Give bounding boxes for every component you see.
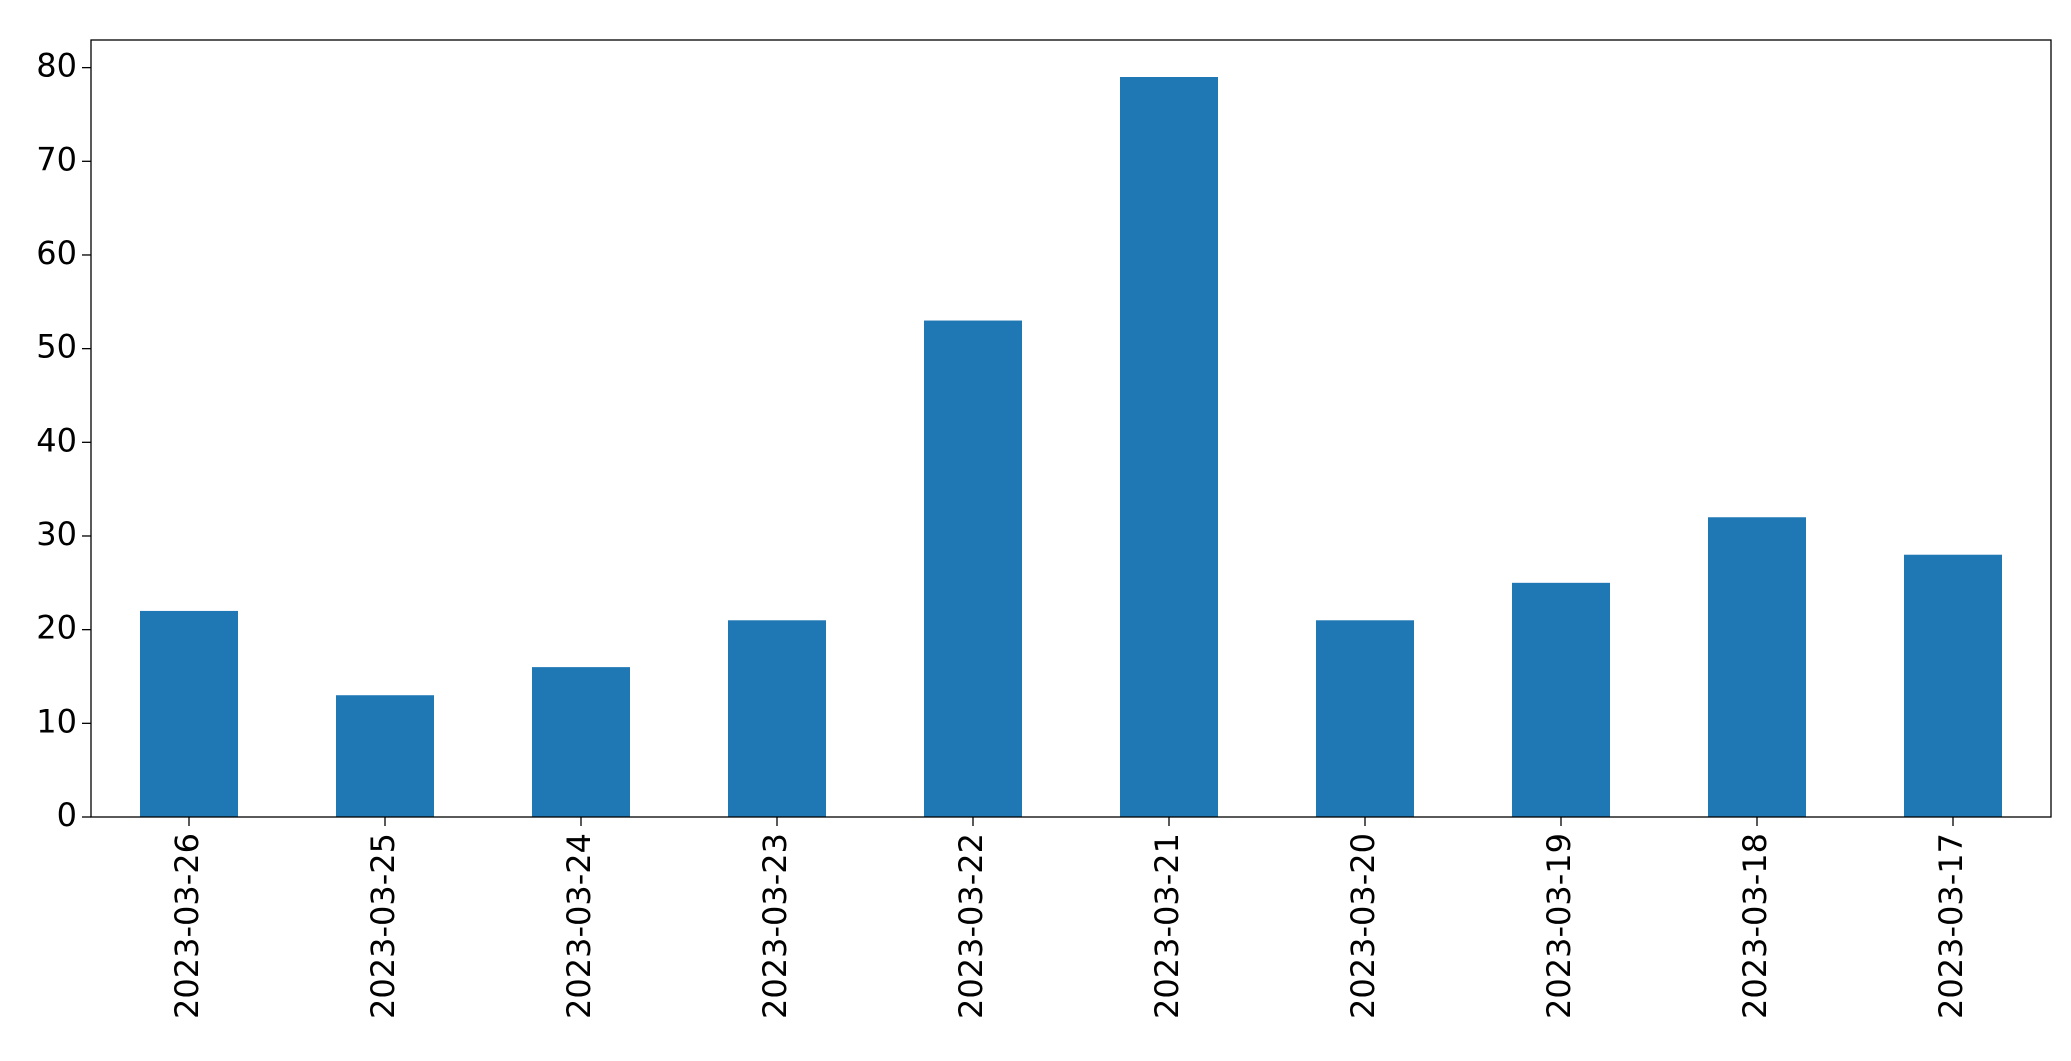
x-tick-label: 2023-03-17 [1932, 833, 1970, 1019]
bar [1512, 582, 1610, 817]
bar [1708, 517, 1806, 817]
bar [728, 620, 826, 817]
bar [1904, 554, 2002, 817]
y-tick-label: 70 [36, 140, 77, 178]
bar [336, 695, 434, 817]
y-tick-label: 60 [36, 234, 77, 272]
x-tick-label: 2023-03-26 [168, 833, 206, 1019]
bar [1316, 620, 1414, 817]
x-tick-label: 2023-03-20 [1344, 833, 1382, 1019]
x-tick-label: 2023-03-22 [952, 833, 990, 1019]
plot-frame [90, 39, 2052, 818]
x-tick-label: 2023-03-23 [756, 833, 794, 1019]
y-tick-label: 0 [57, 796, 77, 834]
x-tick-label: 2023-03-25 [364, 833, 402, 1019]
x-tick-label: 2023-03-19 [1540, 833, 1578, 1019]
y-tick-label: 10 [36, 702, 77, 740]
bar [140, 610, 238, 817]
bar [1120, 77, 1218, 817]
x-tick-label: 2023-03-21 [1148, 833, 1186, 1019]
bar [532, 667, 630, 817]
x-tick-label: 2023-03-24 [560, 833, 598, 1019]
x-tick-label: 2023-03-18 [1736, 833, 1774, 1019]
y-tick-label: 30 [36, 515, 77, 553]
bar [924, 320, 1022, 817]
y-tick-label: 50 [36, 328, 77, 366]
y-tick-label: 80 [36, 47, 77, 85]
y-tick-label: 20 [36, 609, 77, 647]
y-tick-label: 40 [36, 421, 77, 459]
